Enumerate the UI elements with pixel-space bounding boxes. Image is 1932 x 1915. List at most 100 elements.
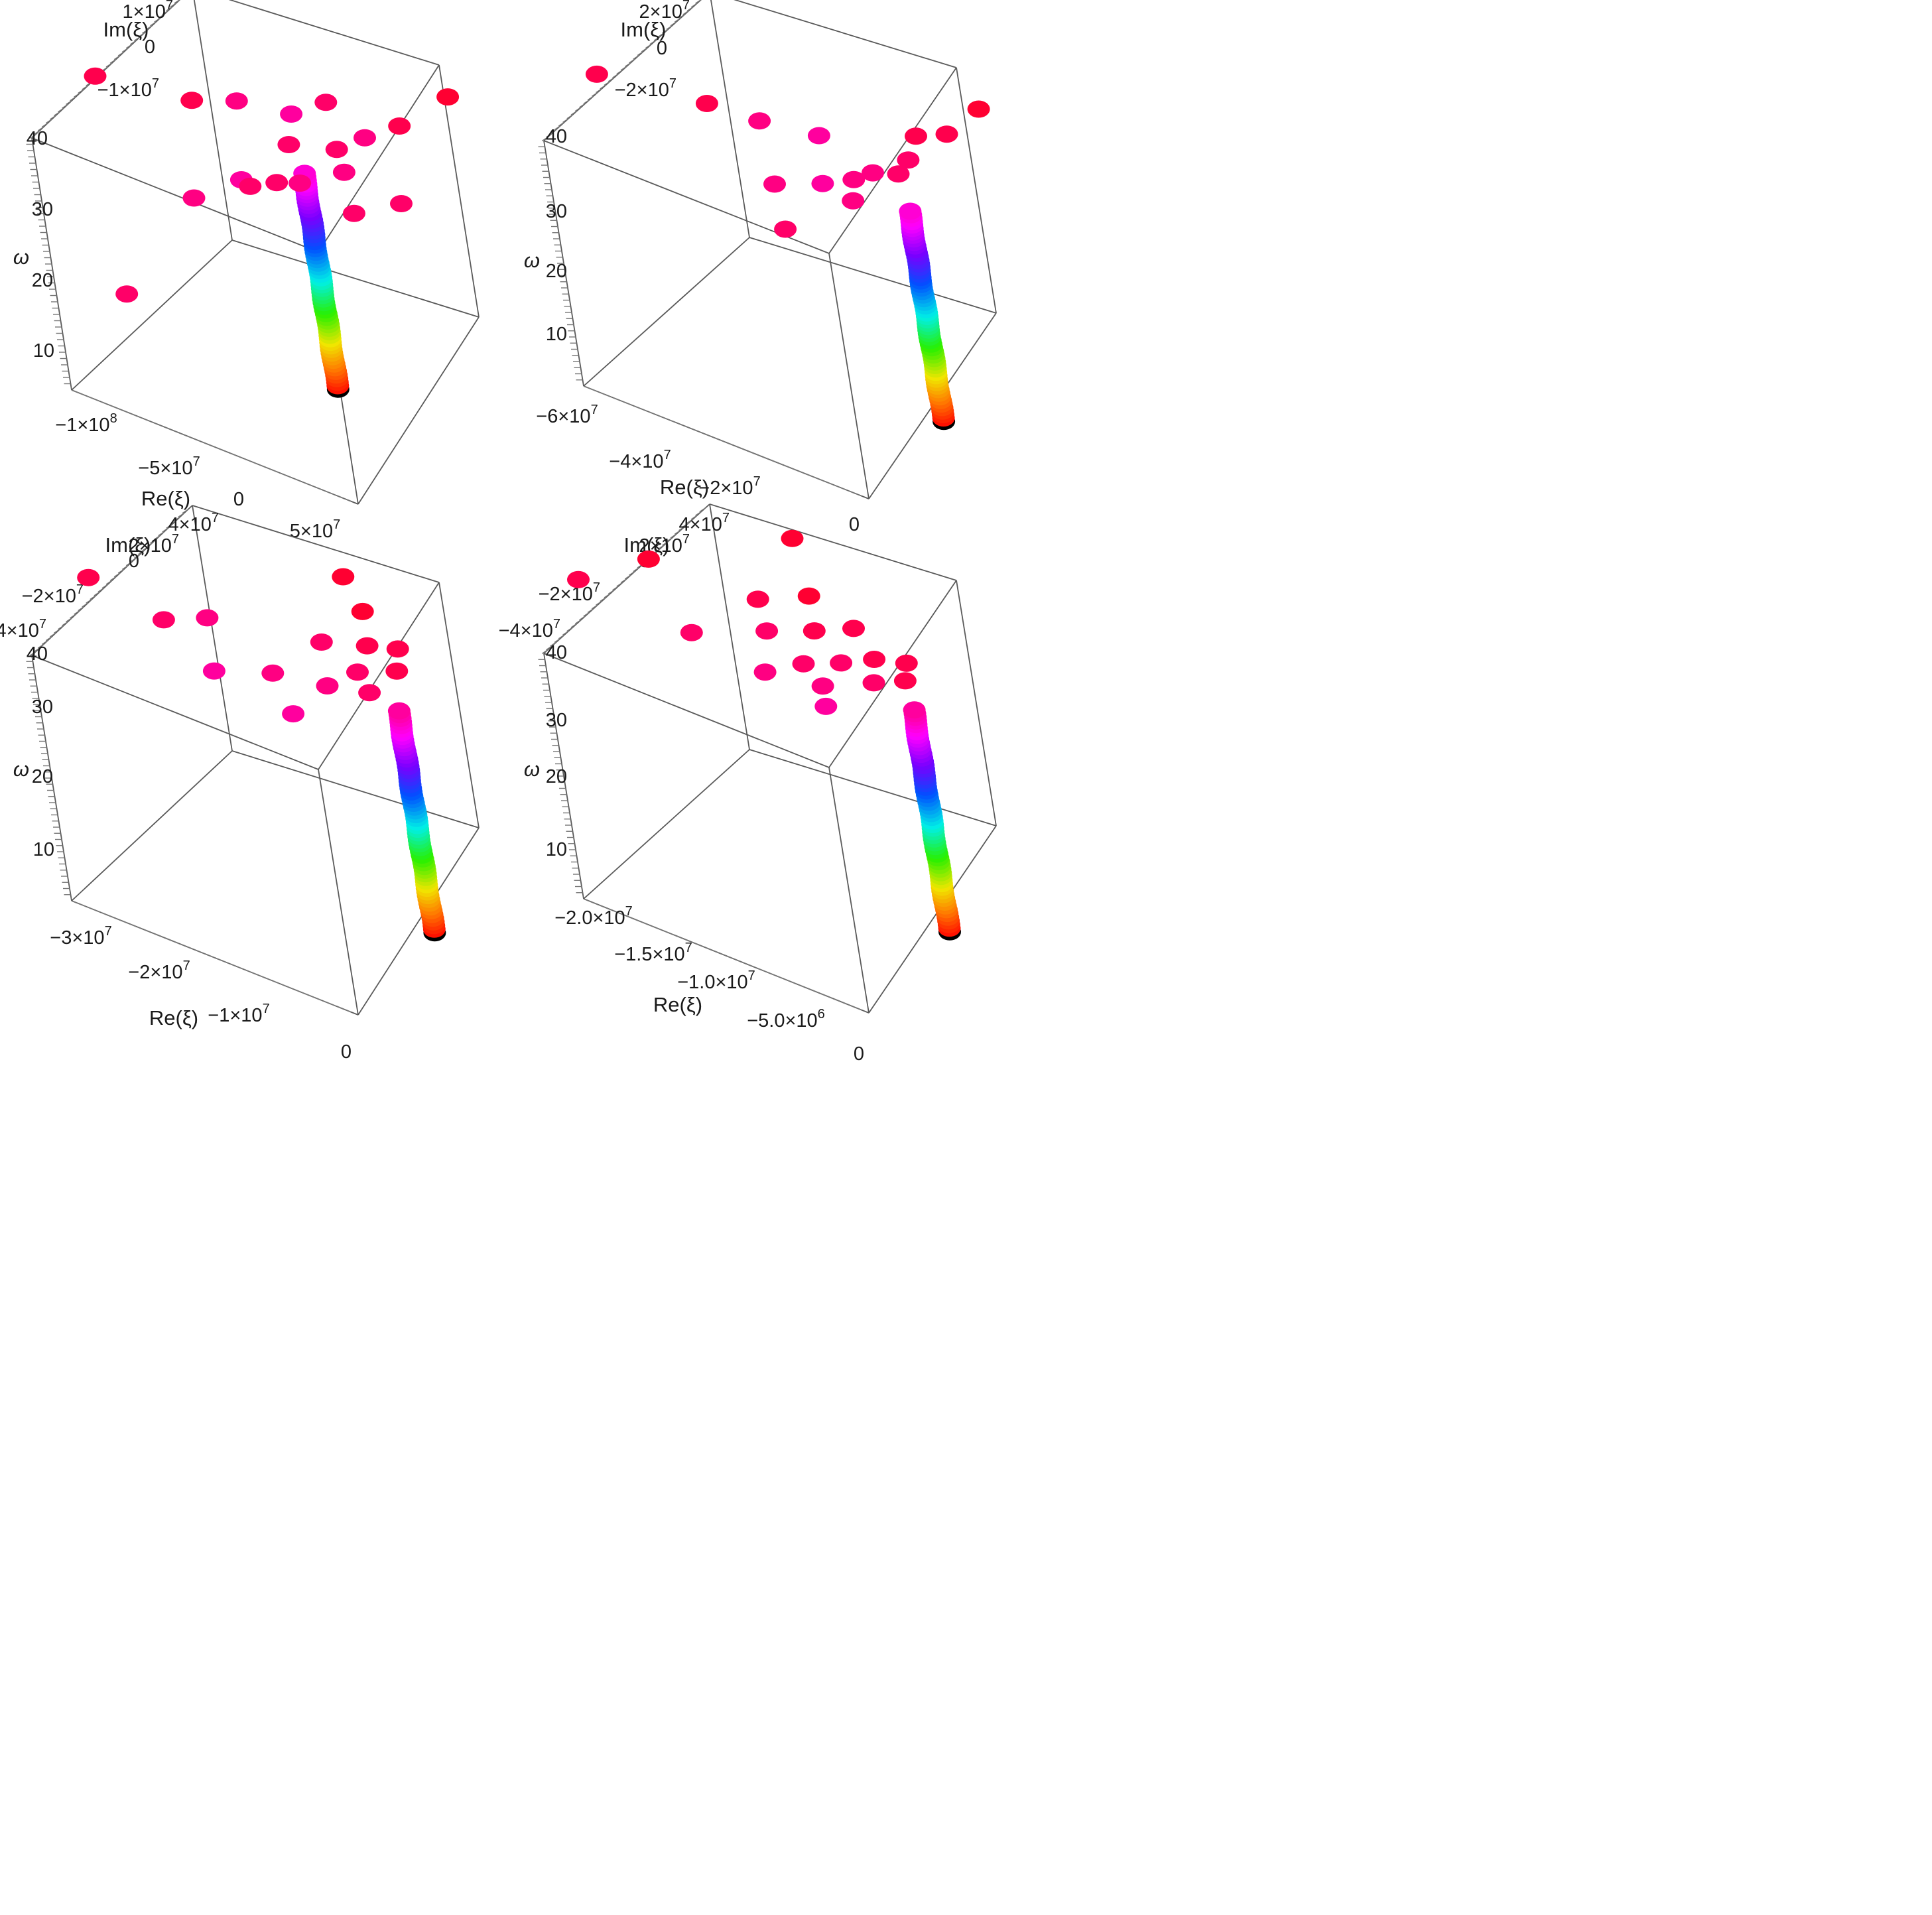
- x-tick-mark: [591, 901, 598, 905]
- y-tick-mark: [70, 614, 76, 619]
- y-tick-mark: [74, 92, 80, 98]
- data-point: [895, 654, 918, 672]
- y-tick-mark: [541, 136, 548, 141]
- x-tick-mark: [129, 413, 137, 417]
- y-tick-mark: [101, 584, 109, 589]
- data-point: [386, 640, 409, 658]
- y-tick-mark: [541, 649, 548, 654]
- data-point: [893, 672, 917, 690]
- box-edge-11: [438, 64, 480, 318]
- y-tick-mark: [150, 539, 157, 544]
- x-axis-label: Re(ξ): [141, 487, 190, 510]
- axis-ticks: [26, 0, 352, 502]
- y-tick-mark: [97, 587, 105, 592]
- x-tick-mark: [683, 425, 691, 429]
- y-tick-mark: [113, 572, 121, 578]
- y-tick-mark: [62, 621, 68, 626]
- y-tick-mark: [612, 73, 619, 78]
- data-point: [746, 590, 769, 608]
- y-tick-mark: [657, 33, 665, 38]
- x-tick-mark: [797, 984, 805, 988]
- z-tick-label: 20: [32, 270, 53, 291]
- y-tick-mark: [620, 578, 627, 584]
- box-edge-11: [956, 580, 997, 826]
- x-tick-mark: [747, 450, 755, 454]
- x-tick-mark: [633, 918, 641, 923]
- y-tick-mark: [641, 47, 648, 52]
- y-axis-label: Im(ξ): [103, 18, 149, 41]
- y-tick-mark: [129, 557, 137, 562]
- y-tick-label: 2×107: [129, 532, 179, 557]
- x-tick-mark: [598, 904, 606, 908]
- x-tick-mark: [783, 464, 791, 468]
- x-tick-mark: [833, 484, 841, 488]
- box-edge-10: [828, 253, 869, 499]
- y-tick-mark: [570, 623, 578, 628]
- y-tick-mark: [649, 40, 657, 45]
- z-tick-label: 10: [33, 340, 54, 362]
- y-tick-mark: [633, 567, 640, 572]
- x-tick-mark: [122, 920, 129, 925]
- x-tick-mark: [598, 391, 606, 395]
- data-point: [387, 702, 411, 720]
- x-tick-mark: [619, 399, 627, 404]
- data-point: [905, 127, 927, 145]
- y-tick-mark: [579, 616, 586, 621]
- y-tick-mark: [629, 58, 635, 64]
- y-tick-mark: [678, 14, 685, 19]
- box-edge-7: [192, 505, 440, 583]
- y-tick-mark: [70, 96, 76, 101]
- x-tick-mark: [222, 449, 229, 454]
- box-edge-4: [583, 749, 750, 899]
- y-tick-mark: [41, 122, 48, 127]
- x-tick-mark: [612, 397, 620, 401]
- x-tick-mark: [791, 467, 798, 472]
- x-tick-mark: [294, 478, 301, 482]
- data-points: [585, 65, 990, 430]
- x-tick-mark: [100, 911, 108, 916]
- y-tick-mark: [600, 597, 607, 602]
- box-edge-3: [231, 750, 480, 828]
- y-tick-mark: [146, 542, 153, 548]
- x-tick-mark: [265, 466, 273, 471]
- x-tick-mark: [797, 470, 805, 474]
- data-point: [225, 92, 248, 110]
- y-tick-mark: [62, 103, 68, 109]
- x-tick-mark: [136, 926, 144, 930]
- z-tick-label: 40: [546, 126, 567, 147]
- x-tick-mark: [143, 418, 151, 422]
- y-tick-mark: [158, 13, 165, 19]
- y-tick-mark: [666, 25, 673, 30]
- x-tick-mark: [605, 394, 613, 398]
- x-tick-mark: [648, 411, 655, 415]
- box-edge-3: [231, 239, 480, 318]
- y-tick-mark: [608, 589, 615, 594]
- data-point: [385, 662, 409, 680]
- data-point: [196, 609, 219, 627]
- y-tick-mark: [583, 612, 590, 617]
- y-tick-mark: [182, 509, 189, 514]
- x-tick-mark: [287, 986, 294, 990]
- z-tick-label: 10: [33, 839, 54, 860]
- y-tick-mark: [58, 625, 64, 630]
- y-tick-label: −2×107: [22, 582, 84, 607]
- y-tick-mark: [109, 576, 117, 581]
- y-tick-mark: [574, 107, 582, 112]
- x-tick-mark: [783, 978, 791, 982]
- box-edge-11: [956, 67, 997, 314]
- data-point: [282, 705, 305, 723]
- data-point: [774, 220, 797, 238]
- x-tick-mark: [208, 444, 216, 448]
- y-tick-mark: [178, 512, 185, 517]
- y-tick-mark: [90, 595, 97, 600]
- y-tick-mark: [174, 516, 181, 521]
- x-tick-label: −3×107: [50, 924, 111, 949]
- y-tick-mark: [662, 541, 669, 546]
- x-tick-mark: [115, 407, 122, 411]
- x-tick-mark: [819, 992, 826, 996]
- x-tick-mark: [236, 966, 244, 970]
- y-tick-mark: [58, 107, 64, 113]
- y-tick-mark: [662, 29, 669, 34]
- data-point: [887, 165, 910, 183]
